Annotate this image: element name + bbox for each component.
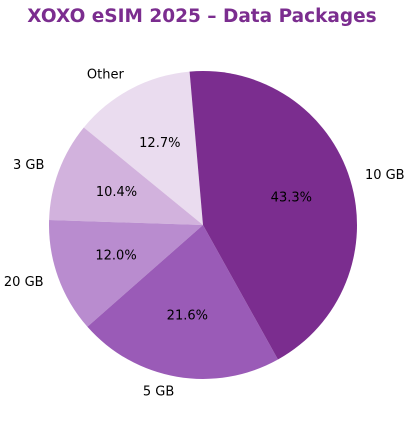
pie-slice-category-label: 5 GB [143,384,174,399]
pie-slice-category-label: 10 GB [365,168,404,183]
pie-slice-category-label: 3 GB [13,158,44,173]
pie-slice-percent-label: 12.0% [95,249,136,264]
chart-title: XOXO eSIM 2025 – Data Packages [27,6,377,27]
pie-slice-category-label: 20 GB [4,275,44,290]
pie-slice-20-gb [48,220,203,327]
pie-slice-percent-label: 43.3% [271,190,312,205]
pie-slice-percent-label: 10.4% [96,185,137,200]
pie-slice-other [83,71,203,225]
pie-slice-percent-label: 12.7% [139,136,180,151]
pie-slice-3-gb [49,127,203,225]
pie-slice-10-gb [189,70,357,360]
pie-slice-5-gb [87,225,278,379]
pie-slice-percent-label: 21.6% [167,309,208,324]
pie-slice-category-label: Other [87,68,125,83]
